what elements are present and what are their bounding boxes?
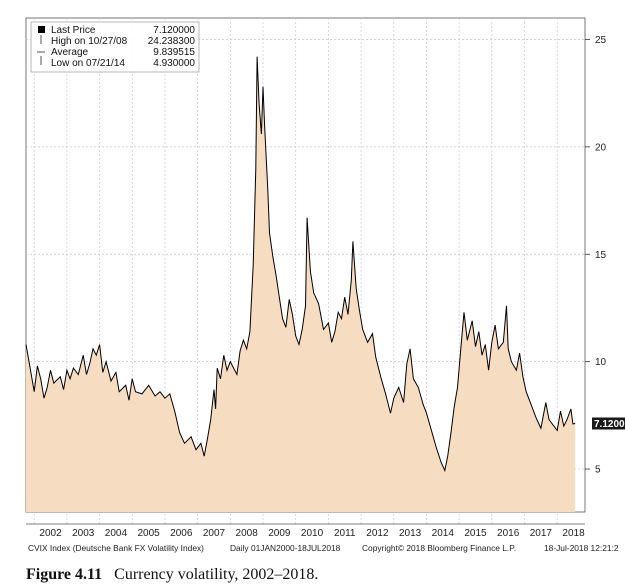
legend-value-low: 4.930000 bbox=[153, 58, 195, 69]
y-tick-label: 20 bbox=[595, 142, 607, 153]
x-axis: 2002 2003 2004 2005 2006 2007 2008 2009 2010 2011… bbox=[26, 523, 585, 539]
chart-footer: CVIX Index (Deutsche Bank FX Volatility … bbox=[28, 543, 625, 555]
figure-caption: Figure 4.11 Currency volatility, 2002–201… bbox=[26, 566, 318, 584]
x-tick-label: 2011 bbox=[334, 528, 356, 539]
series-area bbox=[26, 56, 576, 512]
footer-date-range: Daily 01JAN2000-18JUL2018 bbox=[230, 543, 341, 553]
x-tick-label: 2012 bbox=[366, 528, 389, 539]
x-tick-label: 2010 bbox=[301, 528, 324, 539]
legend-value-last-price: 7.120000 bbox=[153, 25, 195, 36]
legend-label-average: Average bbox=[51, 47, 89, 58]
legend-label-last-price: Last Price bbox=[51, 25, 96, 36]
series-line bbox=[25, 56, 576, 473]
last-value-box bbox=[592, 417, 625, 430]
y-axis: 5 10 15 20 25 bbox=[585, 35, 607, 476]
legend-value-average: 9.839515 bbox=[153, 47, 195, 58]
x-tick-label: 2008 bbox=[236, 528, 259, 539]
figure-number: Figure 4.11 bbox=[26, 566, 103, 583]
x-tick-label: 2003 bbox=[72, 528, 95, 539]
y-tick-label: 15 bbox=[595, 250, 607, 261]
footer-copyright: Copyright© 2018 Bloomberg Finance L.P. bbox=[362, 543, 517, 553]
legend-label-high: High on 10/27/08 bbox=[51, 36, 128, 47]
x-tick-label: 2018 bbox=[562, 528, 585, 539]
x-tick-label: 2004 bbox=[105, 528, 128, 539]
y-tick-label: 25 bbox=[595, 35, 607, 46]
footer-index-name: CVIX Index (Deutsche Bank FX Volatility … bbox=[28, 543, 204, 553]
x-tick-label: 2016 bbox=[497, 528, 520, 539]
legend: Last Price 7.120000 High on 10/27/08 24.… bbox=[30, 21, 200, 73]
legend-swatch-last-price bbox=[38, 26, 45, 33]
legend-value-high: 24.238300 bbox=[148, 36, 196, 47]
footer-timestamp: 18-Jul-2018 12:21:2 bbox=[544, 543, 619, 553]
x-tick-label: 2013 bbox=[399, 528, 422, 539]
y-tick-label: 10 bbox=[595, 357, 607, 368]
x-tick-label: 2009 bbox=[268, 528, 291, 539]
last-value-tag: 7.1200 bbox=[592, 417, 625, 430]
x-tick-label: 2005 bbox=[137, 528, 160, 539]
x-tick-label: 2007 bbox=[203, 528, 226, 539]
legend-label-low: Low on 07/21/14 bbox=[51, 58, 125, 69]
x-tick-label: 2006 bbox=[170, 528, 193, 539]
y-tick-label: 5 bbox=[595, 465, 601, 476]
last-value-label: 7.1200 bbox=[594, 419, 625, 430]
figure-title: Currency volatility, 2002–2018. bbox=[114, 566, 319, 583]
x-tick-label: 2015 bbox=[464, 528, 487, 539]
x-tick-label: 2017 bbox=[530, 528, 553, 539]
legend-box bbox=[30, 21, 200, 73]
x-tick-label: 2014 bbox=[432, 528, 455, 539]
x-tick-label: 2002 bbox=[39, 528, 62, 539]
